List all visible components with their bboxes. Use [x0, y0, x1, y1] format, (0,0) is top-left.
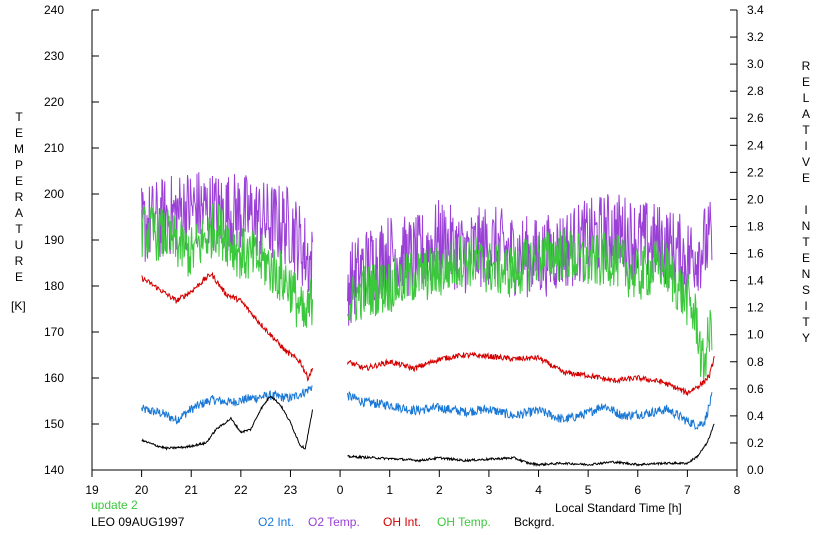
right-axis-title-letter: Y — [801, 331, 810, 345]
right-axis-title-letter: R — [801, 59, 811, 73]
series-line-o2-int--evening — [141, 385, 313, 425]
left-axis-unit: [K] — [11, 299, 26, 313]
right-axis-title-letter: I — [804, 299, 808, 313]
station-date-label: LEO 09AUG1997 — [91, 515, 185, 529]
x-tick-label: 23 — [284, 483, 298, 497]
right-axis-title-letter: N — [801, 219, 811, 233]
series-line-bckgrd--morning — [347, 423, 715, 467]
legend-o2-temp: O2 Temp. — [308, 515, 360, 529]
left-tick-label: 230 — [44, 49, 64, 63]
left-axis-title-letter: E — [14, 270, 23, 284]
right-axis-title-letter: T — [802, 315, 810, 329]
left-tick-label: 180 — [44, 279, 64, 293]
left-axis-title-letter: T — [15, 110, 23, 124]
right-tick-label: 0.0 — [747, 463, 764, 477]
right-tick-label: 3.0 — [747, 57, 764, 71]
left-axis-title-letter: T — [15, 222, 23, 236]
right-axis-title-letter: E — [801, 251, 810, 265]
left-axis-title-letter: P — [14, 158, 23, 172]
right-axis-title-letter: L — [802, 91, 810, 105]
right-tick-label: 0.6 — [747, 382, 764, 396]
right-tick-label: 1.6 — [747, 247, 764, 261]
right-tick-label: 1.8 — [747, 219, 764, 233]
left-tick-label: 160 — [44, 371, 64, 385]
legend-bckgrd: Bckgrd. — [514, 515, 555, 529]
left-tick-label: 170 — [44, 325, 64, 339]
left-axis-title-letter: U — [14, 238, 24, 252]
left-axis-title-letter: R — [14, 190, 24, 204]
left-axis-title-letter: E — [14, 174, 23, 188]
left-tick-label: 200 — [44, 187, 64, 201]
series-line-oh-temp--morning — [347, 228, 713, 380]
right-tick-label: 0.8 — [747, 355, 764, 369]
x-tick-label: 8 — [734, 483, 741, 497]
series-line-o2-temp--morning — [347, 194, 713, 326]
right-tick-label: 2.8 — [747, 84, 764, 98]
left-tick-label: 190 — [44, 233, 64, 247]
x-tick-label: 1 — [386, 483, 393, 497]
right-tick-label: 1.2 — [747, 301, 764, 315]
right-tick-label: 1.4 — [747, 274, 764, 288]
right-tick-label: 2.2 — [747, 165, 764, 179]
x-axis-title: Local Standard Time [h] — [555, 501, 682, 515]
right-tick-label: 0.4 — [747, 409, 764, 423]
right-tick-label: 2.6 — [747, 111, 764, 125]
left-axis-title-letter: E — [14, 126, 23, 140]
legend-oh-temp: OH Temp. — [437, 515, 491, 529]
series-line-oh-int--morning — [347, 351, 715, 397]
left-tick-label: 220 — [44, 95, 64, 109]
series-line-oh-int--evening — [141, 271, 313, 382]
x-tick-label: 20 — [135, 483, 149, 497]
left-axis-title-letter: A — [14, 206, 23, 220]
series-line-oh-temp--evening — [141, 203, 313, 328]
right-axis-title-letter: I — [804, 203, 808, 217]
legend-oh-int: OH Int. — [383, 515, 422, 529]
right-axis-title-letter: E — [801, 171, 810, 185]
legend-o2-int: O2 Int. — [258, 515, 295, 529]
right-tick-label: 1.0 — [747, 328, 764, 342]
right-axis-title-letter: T — [802, 235, 810, 249]
update-label: update 2 — [91, 498, 138, 512]
left-axis-title-letter: R — [14, 254, 24, 268]
right-axis-title-letter: T — [802, 123, 810, 137]
x-tick-label: 3 — [486, 483, 493, 497]
right-axis-title-letter: A — [801, 107, 810, 121]
right-axis-title-letter: N — [801, 267, 811, 281]
x-tick-label: 2 — [436, 483, 443, 497]
right-axis-title-letter: I — [804, 139, 808, 153]
x-tick-label: 0 — [337, 483, 344, 497]
left-tick-label: 210 — [44, 141, 64, 155]
right-tick-label: 2.4 — [747, 138, 764, 152]
left-tick-label: 140 — [44, 463, 64, 477]
x-tick-label: 21 — [185, 483, 199, 497]
right-axis-title-letter: V — [801, 155, 810, 169]
series-line-bckgrd--evening — [141, 395, 313, 451]
right-axis-title-letter: S — [801, 283, 810, 297]
right-tick-label: 3.4 — [747, 3, 764, 17]
x-tick-label: 22 — [234, 483, 248, 497]
x-tick-label: 5 — [585, 483, 592, 497]
right-tick-label: 0.2 — [747, 436, 764, 450]
right-tick-label: 2.0 — [747, 192, 764, 206]
series-line-o2-temp--evening — [141, 172, 313, 300]
left-tick-label: 240 — [44, 3, 64, 17]
x-tick-label: 7 — [684, 483, 691, 497]
left-axis-title-letter: M — [14, 142, 24, 156]
right-axis-title-letter: E — [801, 75, 810, 89]
x-tick-label: 6 — [634, 483, 641, 497]
x-tick-label: 19 — [85, 483, 99, 497]
series-line-o2-int--morning — [347, 391, 713, 431]
x-tick-label: 4 — [535, 483, 542, 497]
right-tick-label: 3.2 — [747, 30, 764, 44]
left-tick-label: 150 — [44, 417, 64, 431]
